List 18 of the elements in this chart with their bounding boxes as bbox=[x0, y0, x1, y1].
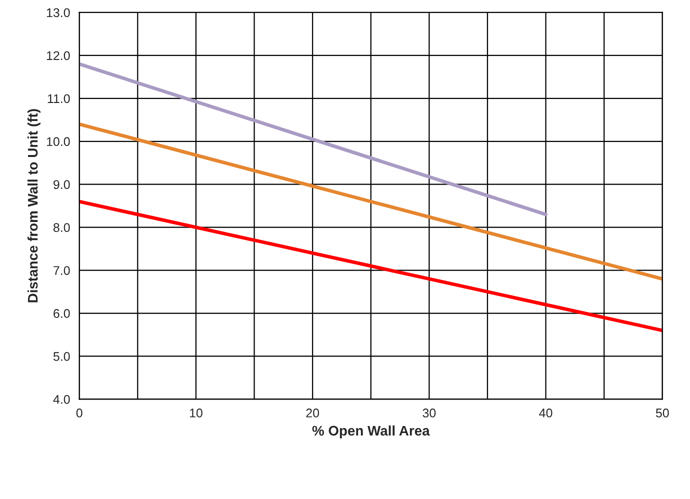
y-tick-label: 10.0 bbox=[46, 137, 70, 146]
x-axis-title: % Open Wall Area bbox=[312, 425, 430, 438]
y-tick-label: 6.0 bbox=[54, 309, 70, 318]
x-tick-label: 30 bbox=[422, 408, 436, 418]
x-tick-label: 40 bbox=[539, 408, 552, 418]
y-tick-label: 4.0 bbox=[53, 395, 70, 404]
y-tick-label: 9.0 bbox=[54, 180, 70, 190]
x-tick-label: 10 bbox=[190, 408, 202, 418]
y-tick-label: 8.0 bbox=[53, 223, 70, 232]
y-tick-label: 7.0 bbox=[54, 266, 70, 275]
x-tick-label: 0 bbox=[76, 408, 82, 418]
x-tick-label: 50 bbox=[656, 408, 669, 418]
y-tick-label: 5.0 bbox=[53, 352, 70, 361]
y-tick-label: 12.0 bbox=[46, 51, 70, 60]
y-axis-title: Distance from Wall to Unit (ft) bbox=[27, 109, 40, 302]
x-tick-label: 20 bbox=[306, 408, 320, 418]
y-tick-label: 13.0 bbox=[46, 8, 70, 18]
y-tick-label: 11.0 bbox=[48, 94, 70, 104]
